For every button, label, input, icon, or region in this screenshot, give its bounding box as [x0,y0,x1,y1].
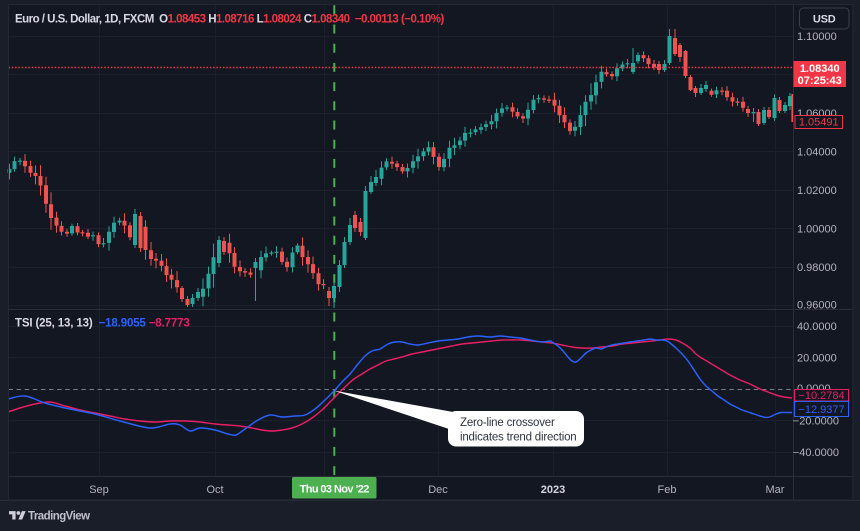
svg-text:1.08340: 1.08340 [800,63,840,75]
svg-text:Zero-line crossover: Zero-line crossover [460,417,555,429]
svg-text:TradingView: TradingView [28,511,90,523]
svg-text:Feb: Feb [658,484,677,496]
svg-text:1.00000: 1.00000 [797,223,837,235]
svg-text:07:25:43: 07:25:43 [798,75,842,87]
svg-text:indicates trend direction: indicates trend direction [460,431,576,443]
svg-text:Sep: Sep [89,484,109,496]
svg-text:0.96000: 0.96000 [797,299,837,311]
svg-text:1.05491: 1.05491 [799,117,839,129]
svg-text:2023: 2023 [541,484,565,496]
svg-text:USD: USD [813,13,836,25]
svg-text:Oct: Oct [206,484,223,496]
svg-text:40.0000: 40.0000 [797,321,837,333]
svg-text:Euro / U.S. Dollar, 1D, FXCM: Euro / U.S. Dollar, 1D, FXCM O1.08453 H1… [15,14,444,26]
svg-text:−12.9377: −12.9377 [798,404,844,416]
svg-text:1.04000: 1.04000 [797,146,837,158]
svg-text:Thu 03 Nov ’22: Thu 03 Nov ’22 [300,483,370,495]
svg-text:Mar: Mar [766,484,785,496]
svg-text:Dec: Dec [428,484,448,496]
svg-text:1.02000: 1.02000 [797,185,837,197]
svg-text:−20.0000: −20.0000 [793,415,839,427]
svg-text:TSI (25, 13, 13) −18.9055 −8.: TSI (25, 13, 13) −18.9055 −8.7773 [15,318,190,330]
svg-text:−40.0000: −40.0000 [793,447,839,459]
svg-text:1.10000: 1.10000 [797,31,837,43]
svg-text:20.0000: 20.0000 [797,352,837,364]
svg-text:0.98000: 0.98000 [797,262,837,274]
svg-text:−10.2784: −10.2784 [798,390,844,402]
